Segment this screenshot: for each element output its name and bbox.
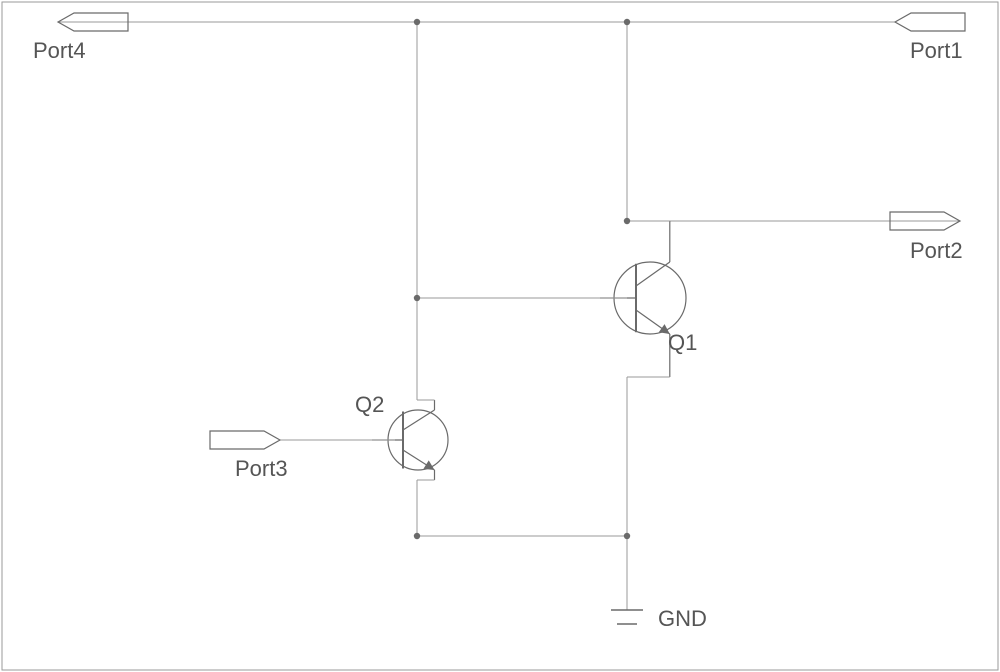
junction-dot [414, 19, 420, 25]
port3-arrow [210, 431, 280, 449]
diagram-border [2, 2, 998, 670]
junction-dot [624, 19, 630, 25]
junction-dot [414, 295, 420, 301]
q2-label: Q2 [355, 392, 384, 417]
ground-symbol: GND [611, 606, 707, 631]
port1-arrow [895, 13, 965, 31]
wires [58, 22, 960, 610]
port1-label: Port1 [910, 38, 963, 63]
port4-label: Port4 [33, 38, 86, 63]
junction-dot [624, 533, 630, 539]
ground-label: GND [658, 606, 707, 631]
junction-dot [414, 533, 420, 539]
q2-transistor: Q2 [355, 392, 448, 480]
port3-label: Port3 [235, 456, 288, 481]
junction-dot [624, 218, 630, 224]
q1-transistor: Q1 [600, 221, 697, 377]
port2-label: Port2 [910, 238, 963, 263]
q1-label: Q1 [668, 330, 697, 355]
